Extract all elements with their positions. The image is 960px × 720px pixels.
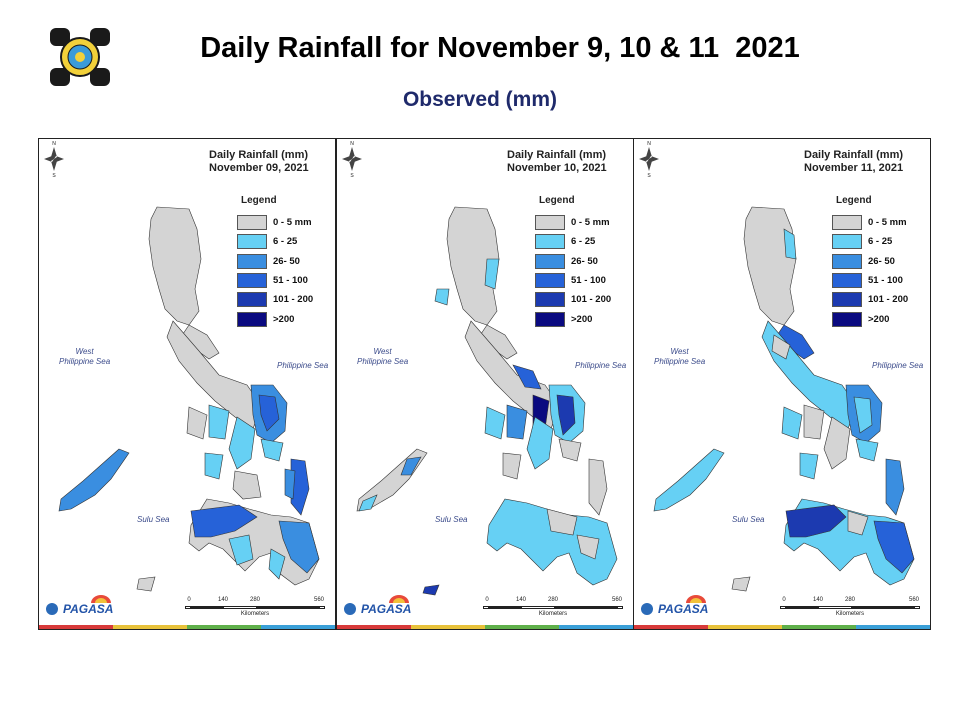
compass-rose-icon: N S xyxy=(639,141,659,179)
svg-text:N: N xyxy=(647,141,651,147)
panel-title: Daily Rainfall (mm) November 10, 2021 xyxy=(507,149,607,174)
pagasa-logo-icon: PAGASA xyxy=(638,593,718,621)
color-strip xyxy=(634,625,930,629)
map-panel-nov-09: N S Daily Rainfall (mm) November 09, 202… xyxy=(38,138,336,630)
philippines-map xyxy=(356,206,618,596)
scale-bar: 0 140 280 560 Kilometers xyxy=(780,597,920,625)
svg-text:S: S xyxy=(647,173,651,179)
pagasa-logo-icon: PAGASA xyxy=(43,593,123,621)
sea-label-south: Sulu Sea xyxy=(732,515,765,524)
sea-label-east: Philippine Sea xyxy=(575,361,627,370)
color-strip xyxy=(337,625,633,629)
compass-rose-icon: N S xyxy=(44,141,64,179)
sea-label-west: West Philippine Sea xyxy=(654,347,706,366)
page-title: Daily Rainfall for November 9, 10 & 11 2… xyxy=(200,32,800,64)
sea-label-south: Sulu Sea xyxy=(435,515,468,524)
legend: Legend 0 - 5 mm 6 - 25 26- 50 51 - 100 1… xyxy=(535,195,611,329)
svg-text:N: N xyxy=(350,141,354,147)
sea-label-east: Philippine Sea xyxy=(872,361,924,370)
philippines-map xyxy=(653,206,915,592)
legend: Legend 0 - 5 mm 6 - 25 26- 50 51 - 100 1… xyxy=(832,195,908,329)
sea-label-west: West Philippine Sea xyxy=(59,347,111,366)
compass-rose-icon: N S xyxy=(342,141,362,179)
page-subtitle: Observed (mm) xyxy=(402,88,558,111)
legend: Legend 0 - 5 mm 6 - 25 26- 50 51 - 100 1… xyxy=(237,195,313,329)
svg-text:N: N xyxy=(52,141,56,147)
svg-text:S: S xyxy=(350,173,354,179)
scale-bar: 0 140 280 560 Kilometers xyxy=(483,597,623,625)
svg-text:S: S xyxy=(52,173,56,179)
agency-seal-icon xyxy=(50,28,110,86)
scale-bar: 0 140 280 560 Kilometers xyxy=(185,597,325,625)
sea-label-south: Sulu Sea xyxy=(137,515,170,524)
map-panel-nov-11: N S Daily Rainfall (mm) November 11, 202… xyxy=(633,138,931,630)
sea-label-east: Philippine Sea xyxy=(277,361,329,370)
map-panel-nov-10: N S Daily Rainfall (mm) November 10, 202… xyxy=(336,138,634,630)
panel-title: Daily Rainfall (mm) November 11, 2021 xyxy=(804,149,904,174)
pagasa-logo-icon: PAGASA xyxy=(341,593,421,621)
philippines-map xyxy=(58,206,320,592)
sea-label-west: West Philippine Sea xyxy=(357,347,409,366)
panel-title: Daily Rainfall (mm) November 09, 2021 xyxy=(209,149,309,174)
color-strip xyxy=(39,625,335,629)
